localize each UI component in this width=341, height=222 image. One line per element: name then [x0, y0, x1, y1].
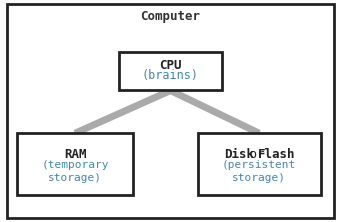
Text: or: or [242, 149, 272, 161]
Text: Flash: Flash [258, 149, 296, 161]
FancyBboxPatch shape [119, 52, 222, 91]
Text: (temporary
storage): (temporary storage) [41, 160, 109, 183]
FancyBboxPatch shape [7, 4, 334, 218]
Text: RAM: RAM [64, 149, 86, 161]
Text: CPU: CPU [159, 59, 182, 72]
Text: Disk: Disk [224, 149, 254, 161]
FancyBboxPatch shape [198, 133, 321, 195]
FancyBboxPatch shape [17, 133, 133, 195]
Text: (brains): (brains) [142, 69, 199, 82]
Text: (persistent
storage): (persistent storage) [222, 160, 296, 183]
Text: Computer: Computer [140, 10, 201, 23]
